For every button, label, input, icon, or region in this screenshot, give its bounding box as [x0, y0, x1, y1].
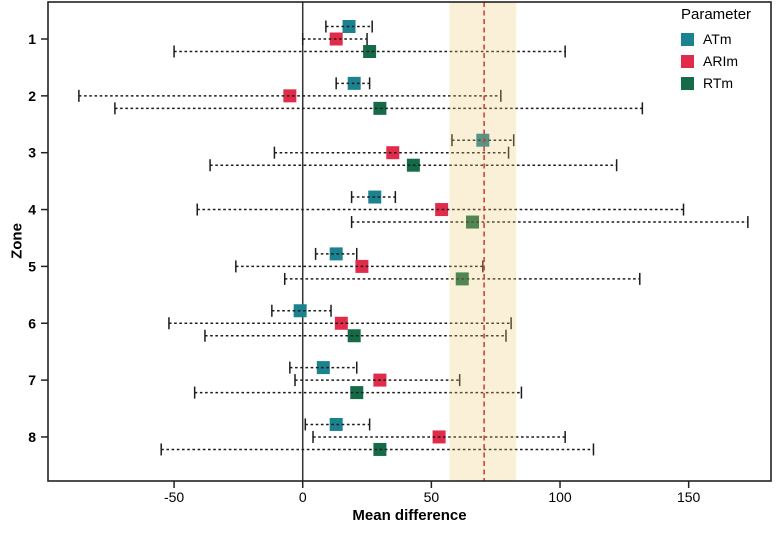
legend-swatch-rtm-icon: [681, 76, 694, 90]
y-tick-label: 7: [28, 372, 36, 388]
highlight-band: [449, 2, 517, 481]
marker-atm-zone5: [329, 247, 343, 261]
marker-arim-zone2: [283, 89, 297, 103]
marker-rtm-zone1: [363, 45, 377, 58]
marker-rtm-zone2: [373, 101, 387, 115]
y-tick-label: 8: [28, 429, 36, 445]
marker-atm-zone8: [329, 417, 343, 431]
y-tick-label: 4: [28, 202, 36, 218]
legend-item-rtm: RTm: [681, 74, 751, 92]
x-tick-label: 100: [548, 489, 572, 505]
plot-frame: [47, 1, 772, 482]
legend-label-atm: ATm: [703, 31, 732, 47]
y-tick-label: 1: [28, 31, 36, 47]
x-tick-label: 50: [424, 489, 440, 505]
legend-item-arim: ARIm: [681, 52, 751, 70]
y-axis-title: Zone: [8, 223, 26, 259]
y-tick-label: 2: [28, 88, 36, 104]
marker-arim-zone3: [386, 146, 400, 160]
legend-swatch-arim-icon: [681, 54, 694, 68]
legend-label-arim: ARIm: [703, 53, 738, 69]
legend-item-atm: ATm: [681, 30, 751, 48]
legend-label-rtm: RTm: [703, 75, 734, 91]
x-tick-label: -50: [164, 489, 184, 505]
y-tick-label: 5: [28, 258, 36, 274]
x-axis-title: Mean difference: [352, 507, 467, 524]
legend: Parameter ATm ARIm RTm: [681, 6, 751, 92]
x-tick-label: 0: [299, 489, 307, 505]
y-tick-label: 3: [28, 145, 36, 161]
legend-title: Parameter: [681, 6, 752, 23]
legend-swatch-atm-icon: [681, 32, 694, 46]
x-tick-label: 150: [677, 489, 701, 505]
marker-rtm-zone6: [347, 329, 361, 343]
y-tick-label: 6: [28, 315, 36, 331]
marker-atm-zone3: [476, 133, 490, 147]
